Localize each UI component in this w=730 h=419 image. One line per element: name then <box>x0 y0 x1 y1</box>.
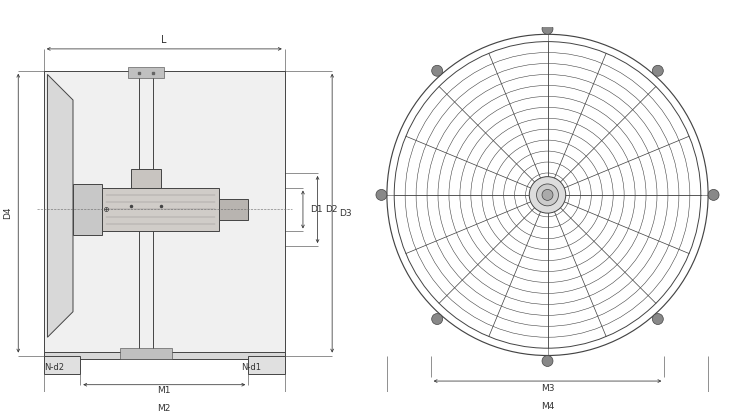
Text: D2: D2 <box>325 205 337 214</box>
Text: M1: M1 <box>158 385 171 395</box>
Text: M4: M4 <box>541 402 554 411</box>
Bar <box>44 355 80 374</box>
Circle shape <box>542 355 553 367</box>
Text: M2: M2 <box>158 404 171 413</box>
Circle shape <box>431 65 442 76</box>
Bar <box>120 348 172 359</box>
Text: N-d2: N-d2 <box>44 363 64 372</box>
Text: L: L <box>161 35 167 45</box>
Text: D4: D4 <box>3 207 12 220</box>
Circle shape <box>708 189 719 200</box>
Circle shape <box>542 23 553 34</box>
Circle shape <box>537 184 558 206</box>
Text: D3: D3 <box>339 209 352 217</box>
Circle shape <box>542 189 553 200</box>
Circle shape <box>653 313 664 324</box>
Bar <box>248 355 285 374</box>
Text: M3: M3 <box>541 384 554 393</box>
Polygon shape <box>47 75 73 337</box>
Bar <box>219 199 248 220</box>
Text: N-d1: N-d1 <box>241 363 261 372</box>
Circle shape <box>653 65 664 76</box>
Bar <box>44 71 285 355</box>
Circle shape <box>529 177 566 213</box>
FancyBboxPatch shape <box>73 184 102 235</box>
Bar <box>128 67 164 78</box>
Bar <box>44 352 285 359</box>
Bar <box>102 188 219 231</box>
Text: D1: D1 <box>310 205 323 214</box>
Bar <box>131 169 161 188</box>
Circle shape <box>376 189 387 200</box>
Circle shape <box>431 313 442 324</box>
